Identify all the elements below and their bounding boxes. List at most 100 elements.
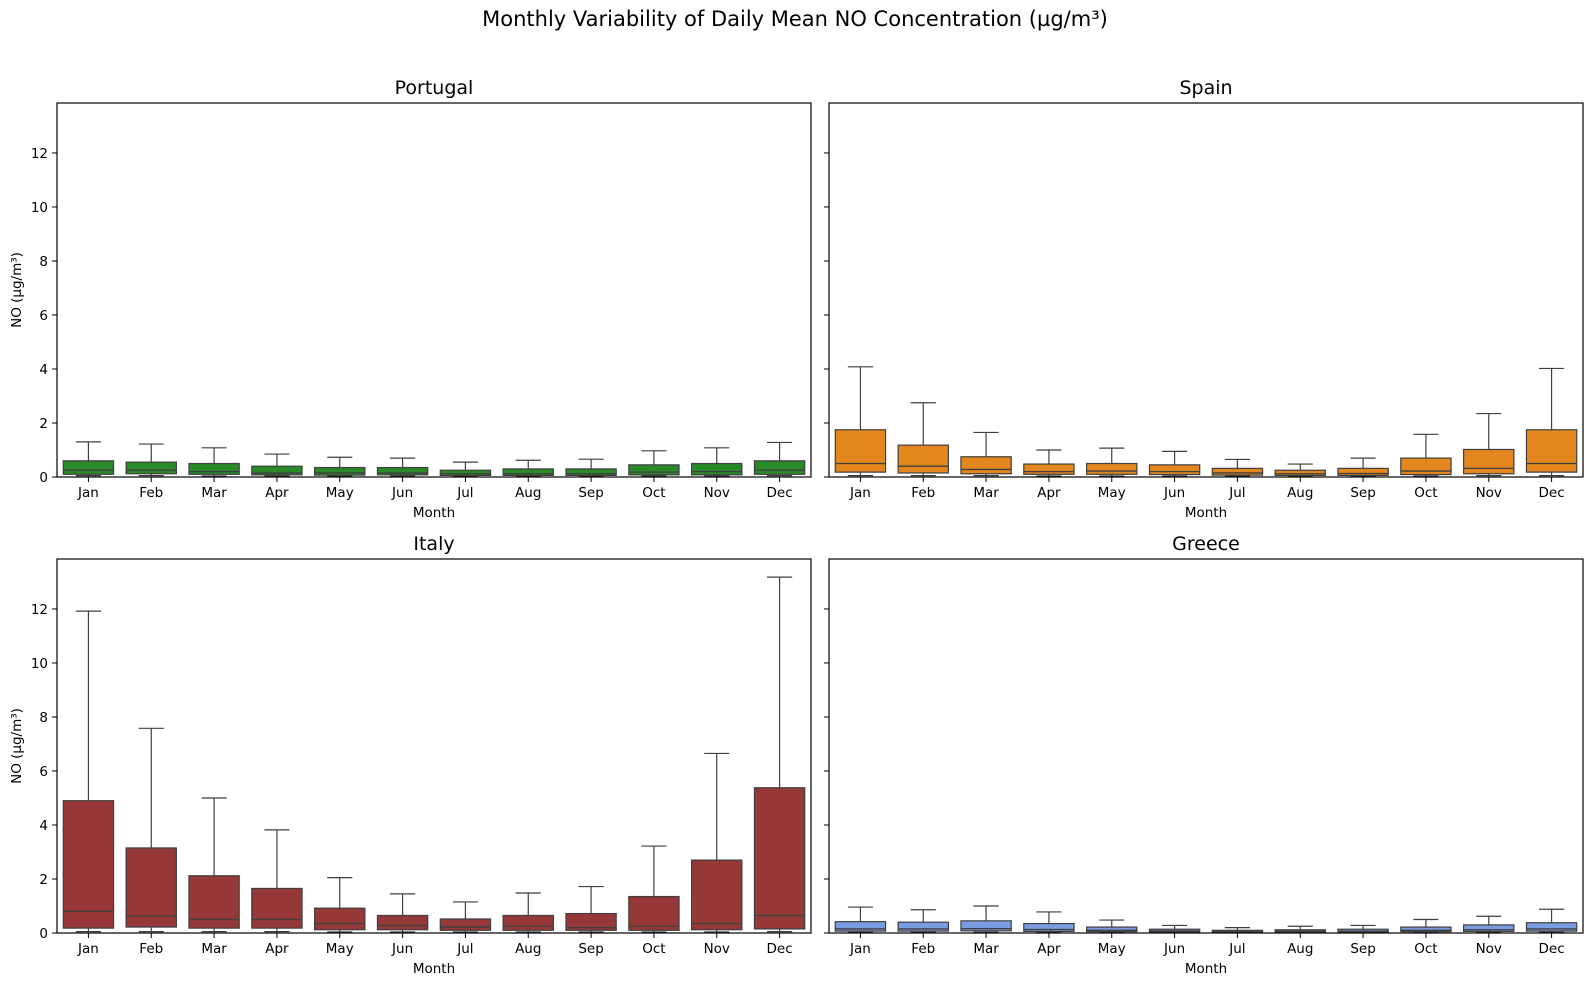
- box-iqr: [628, 895, 680, 931]
- y-tick-label: 2: [39, 872, 48, 888]
- x-tick-label: Feb: [911, 941, 935, 957]
- box-jan: [62, 441, 115, 477]
- x-tick-label: Oct: [1414, 941, 1437, 957]
- box-apr: [251, 829, 303, 933]
- panel-title: Spain: [1179, 77, 1232, 99]
- x-tick-label: Jun: [1163, 485, 1185, 501]
- box-iqr: [1337, 467, 1389, 476]
- x-tick-label: Dec: [1539, 941, 1565, 957]
- box-nov: [1463, 915, 1515, 933]
- box-iqr: [502, 914, 554, 931]
- x-tick-label: Sep: [578, 485, 603, 501]
- box-apr: [251, 453, 303, 477]
- box-iqr: [628, 464, 680, 476]
- box-iqr: [1086, 926, 1138, 933]
- box-iqr: [1023, 463, 1075, 475]
- box-jun: [376, 457, 429, 477]
- box-mar: [960, 431, 1012, 477]
- x-tick-label: Mar: [973, 485, 999, 501]
- box-iqr: [834, 921, 887, 932]
- box-nov: [691, 752, 743, 933]
- panel-spain: Spain Jan Feb Mar Apr May Jun Jul Aug Sep Oct Nov De…: [824, 77, 1584, 521]
- x-axis-label: Month: [413, 505, 455, 521]
- box-iqr: [251, 465, 303, 476]
- box-iqr: [1525, 429, 1578, 473]
- box-iqr: [1400, 926, 1452, 933]
- y-tick-label: 6: [39, 308, 48, 324]
- y-tick-label: 12: [31, 602, 48, 618]
- y-tick-label: 8: [39, 254, 48, 270]
- y-tick-label: 12: [31, 146, 48, 162]
- box-iqr: [62, 460, 115, 475]
- box-iqr: [960, 920, 1012, 932]
- box-mar: [960, 905, 1012, 933]
- box-nov: [691, 447, 743, 477]
- panel-title: Italy: [413, 533, 454, 555]
- box-jul: [439, 461, 492, 477]
- box-iqr: [565, 912, 617, 931]
- box-iqr: [1400, 457, 1452, 476]
- box-jan: [834, 366, 887, 477]
- box-apr: [1023, 911, 1075, 933]
- box-iqr: [125, 461, 177, 475]
- box-nov: [1463, 412, 1515, 477]
- box-jul: [1211, 926, 1264, 934]
- box-sep: [565, 885, 617, 933]
- panel-title: Portugal: [395, 77, 474, 99]
- x-tick-label: Feb: [911, 485, 935, 501]
- y-tick-label: 10: [31, 200, 48, 216]
- box-dec: [1525, 367, 1578, 477]
- box-apr: [1023, 449, 1075, 477]
- plot-frame: [56, 102, 812, 478]
- x-tick-label: Jan: [77, 485, 99, 501]
- x-tick-label: Aug: [515, 941, 541, 957]
- x-tick-label: Mar: [201, 485, 227, 501]
- box-jun: [1148, 924, 1201, 934]
- box-mar: [188, 447, 240, 477]
- x-tick-label: Apr: [265, 485, 289, 501]
- x-tick-label: Dec: [767, 941, 793, 957]
- box-iqr: [376, 466, 429, 476]
- box-feb: [897, 909, 949, 933]
- box-may: [1086, 447, 1138, 477]
- x-tick-label: May: [1098, 941, 1126, 957]
- x-tick-label: Jan: [849, 941, 871, 957]
- x-tick-label: May: [1098, 485, 1126, 501]
- x-tick-label: Apr: [1037, 485, 1061, 501]
- box-dec: [753, 576, 806, 933]
- box-feb: [897, 402, 949, 477]
- x-tick-label: Apr: [265, 941, 289, 957]
- x-tick-label: Aug: [515, 485, 541, 501]
- box-iqr: [753, 460, 806, 475]
- x-axis-label: Month: [1185, 505, 1227, 521]
- box-iqr: [314, 907, 366, 931]
- y-tick-label: 6: [39, 764, 48, 780]
- x-tick-label: Dec: [767, 485, 793, 501]
- y-tick-label: 4: [39, 362, 48, 378]
- box-mar: [188, 797, 240, 933]
- box-iqr: [188, 875, 240, 929]
- box-jun: [1148, 450, 1201, 477]
- figure-title: Monthly Variability of Daily Mean NO Con…: [482, 7, 1108, 31]
- box-iqr: [691, 859, 743, 931]
- box-iqr: [439, 918, 492, 931]
- box-aug: [1274, 463, 1326, 477]
- box-oct: [628, 450, 680, 477]
- box-iqr: [439, 469, 492, 476]
- x-tick-label: Sep: [1350, 485, 1375, 501]
- box-oct: [1400, 918, 1452, 934]
- x-tick-label: Oct: [642, 485, 665, 501]
- box-iqr: [565, 468, 617, 476]
- box-feb: [125, 727, 177, 933]
- plot-frame: [828, 558, 1584, 934]
- box-iqr: [1463, 924, 1515, 932]
- box-iqr: [1086, 462, 1138, 475]
- x-axis-label: Month: [413, 961, 455, 977]
- x-tick-label: Jul: [456, 941, 473, 957]
- y-axis-label: NO (µg/m³): [9, 252, 25, 328]
- box-iqr: [188, 462, 240, 475]
- y-axis-label: NO (µg/m³): [9, 708, 25, 784]
- panel-title: Greece: [1172, 533, 1240, 555]
- box-aug: [502, 459, 554, 477]
